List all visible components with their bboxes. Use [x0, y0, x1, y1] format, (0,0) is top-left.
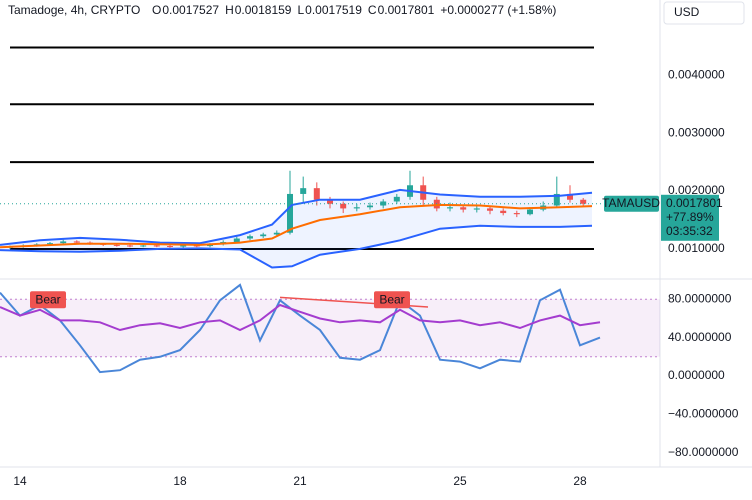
candle-body: [367, 205, 373, 208]
candle-body: [233, 238, 240, 242]
candle-body: [300, 188, 307, 194]
symbol: TAMAUSD: [602, 196, 660, 210]
band: [0, 299, 660, 357]
y-tick-label: 80.0000000: [668, 291, 732, 305]
ohlc-label: L: [297, 3, 304, 17]
candle-body: [380, 201, 387, 206]
candle-body: [273, 232, 280, 235]
ohlc-label: C: [368, 3, 377, 17]
annotation: Bear: [35, 292, 60, 306]
ohlc-label: O: [152, 3, 161, 17]
candle-body: [153, 245, 160, 247]
candle-body: [473, 208, 480, 210]
y-tick-label: −40.0000000: [668, 406, 739, 420]
y-tick-label: −80.0000000: [668, 445, 739, 459]
candle-body: [353, 207, 360, 209]
last-change: +77.89%: [666, 210, 714, 224]
candle-body: [193, 245, 200, 247]
countdown: 03:35:32: [666, 224, 713, 238]
indicator-line: [0, 303, 601, 332]
y-tick-label: 0.0020000: [668, 183, 725, 197]
candle-body: [393, 196, 400, 202]
candle-body: [313, 188, 320, 200]
x-tick-label: 25: [453, 474, 467, 488]
candle-body: [60, 241, 67, 244]
candle-body: [287, 193, 293, 233]
candle-body: [567, 193, 573, 200]
y-tick-label: 0.0000000: [668, 368, 725, 382]
band-line: [0, 224, 593, 269]
ohlc-label: H: [225, 3, 234, 17]
candle-body: [500, 210, 507, 214]
annotation-box: [30, 291, 66, 309]
x-tick-label: 18: [173, 474, 187, 488]
x-tick-label: 14: [13, 474, 27, 488]
candle-body: [327, 199, 333, 204]
candle-body: [553, 193, 560, 206]
candle-body: [580, 199, 587, 204]
ohlc-value: 0.0017801: [378, 3, 435, 17]
title: Tamadoge, 4h, CRYPTO: [8, 3, 140, 17]
candle-body: [247, 236, 253, 239]
x-tick-label: 21: [293, 474, 307, 488]
candle-body: [140, 245, 147, 247]
candle-body: [340, 203, 347, 209]
y-tick-label: 0.0010000: [668, 241, 725, 255]
ohlc-value: 0.0018159: [235, 3, 292, 17]
candle-body: [47, 243, 53, 245]
candle-body: [127, 245, 133, 247]
candle-body: [260, 234, 267, 237]
candle-body: [167, 246, 173, 248]
ohlc-value: 0.0017527: [162, 3, 219, 17]
band-line: [0, 203, 593, 249]
band-fill: [0, 189, 592, 268]
candle-body: [460, 207, 467, 210]
annotation-box: [374, 291, 410, 309]
band-line: [0, 188, 593, 246]
last-price: 0.0017801: [666, 196, 723, 210]
symbol-box: [604, 195, 659, 212]
y-tick-label: 0.0030000: [668, 125, 725, 139]
ohlc-value: 0.0017519: [305, 3, 362, 17]
candle-body: [513, 213, 520, 215]
candle-body: [113, 244, 120, 246]
y-tick-label: 40.0000000: [668, 330, 732, 344]
y-tick-label: 0.0040000: [668, 67, 725, 81]
change: +0.0000277 (+1.58%): [440, 3, 556, 17]
candle-body: [487, 208, 493, 211]
candle-body: [180, 245, 187, 247]
candle-body: [447, 207, 453, 209]
candle-body: [527, 209, 533, 215]
candle-body: [73, 241, 80, 243]
currency: USD: [674, 5, 700, 19]
annotation: Bear: [379, 292, 404, 306]
x-tick-label: 28: [573, 474, 587, 488]
currency-box[interactable]: [663, 1, 745, 25]
price-tag: [661, 194, 719, 241]
indicator-line: [0, 283, 601, 374]
